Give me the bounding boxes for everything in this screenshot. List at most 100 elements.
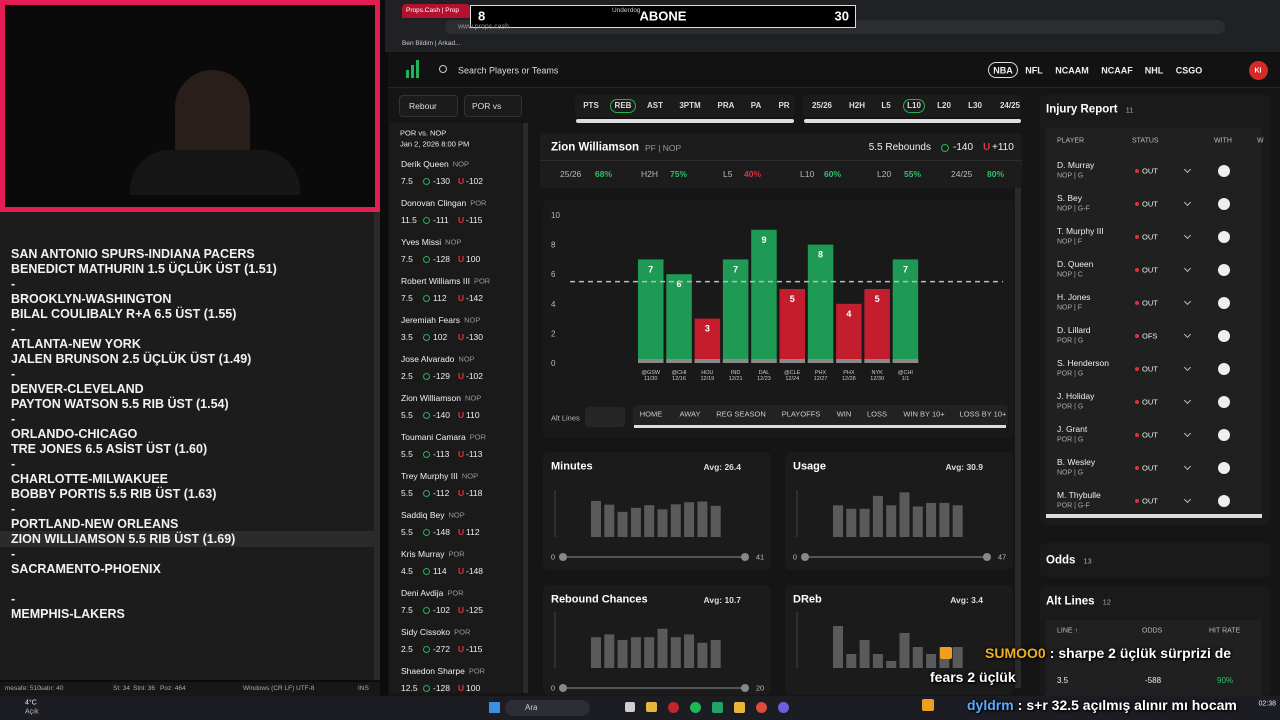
add-button[interactable]: [1218, 297, 1230, 309]
range-tab[interactable]: L20: [937, 101, 951, 110]
player-name[interactable]: Derik Queen: [401, 158, 449, 169]
league-link[interactable]: NCAAM: [1055, 65, 1089, 76]
add-button[interactable]: [1218, 264, 1230, 276]
range-tab[interactable]: 25/26: [811, 101, 833, 110]
search-input[interactable]: Search Players or Teams: [458, 65, 559, 76]
game-filter[interactable]: WIN: [836, 409, 852, 419]
league-link[interactable]: NFL: [1025, 65, 1043, 76]
over-icon: [941, 144, 949, 152]
search-placeholder[interactable]: Ara: [525, 703, 538, 712]
player-name[interactable]: Kris Murray: [401, 548, 445, 559]
range-tab[interactable]: L5: [881, 101, 891, 110]
under-odds: -102: [466, 370, 484, 381]
player-team: POR: [447, 588, 464, 598]
over-icon: [423, 333, 430, 341]
stat-tab[interactable]: AST: [647, 101, 663, 110]
player-name[interactable]: Jose Alvarado: [401, 353, 455, 364]
slider-thumb[interactable]: [741, 684, 749, 692]
player-name[interactable]: Trey Murphy III: [401, 470, 458, 481]
slider-thumb[interactable]: [559, 684, 567, 692]
add-button[interactable]: [1218, 363, 1230, 375]
add-button[interactable]: [1218, 462, 1230, 474]
table-scroll: [1046, 514, 1262, 518]
stat-tab[interactable]: PTS: [583, 101, 599, 110]
panel-count: 13: [1083, 556, 1092, 566]
stat-tab[interactable]: 3PTM: [679, 101, 701, 110]
active-tab[interactable]: [402, 4, 470, 18]
league-link[interactable]: NHL: [1144, 65, 1164, 76]
taskbar-icon[interactable]: [668, 702, 679, 713]
stat-tab[interactable]: PA: [750, 101, 762, 110]
range-tab[interactable]: H2H: [848, 101, 866, 110]
range-tab[interactable]: L10: [907, 101, 921, 110]
bookmark[interactable]: Ben Bildim | Arkad...: [402, 39, 461, 47]
filter-value[interactable]: Rebour: [409, 100, 437, 111]
add-button[interactable]: [1218, 231, 1230, 243]
player-name[interactable]: Toumani Camara: [401, 431, 466, 442]
add-button[interactable]: [1218, 429, 1230, 441]
player-name[interactable]: Robert Williams III: [401, 275, 470, 286]
game-filter[interactable]: LOSS: [866, 409, 888, 419]
player-name: Zion Williamson: [551, 141, 640, 154]
add-button[interactable]: [1218, 495, 1230, 507]
injury-team: NOP | F: [1057, 238, 1083, 246]
game-filter[interactable]: WIN BY 10+: [903, 409, 945, 419]
player-name[interactable]: Zion Williamson: [401, 392, 461, 403]
slider-thumb[interactable]: [801, 553, 809, 561]
tab-title[interactable]: Underdog: [612, 6, 641, 14]
search-icon[interactable]: [439, 65, 447, 73]
alt-line-cell: -588: [1145, 676, 1162, 685]
filter-select[interactable]: [399, 95, 458, 117]
avatar[interactable]: [1249, 61, 1268, 80]
league-link[interactable]: NCAAF: [1101, 65, 1133, 76]
add-button[interactable]: [1218, 330, 1230, 342]
slider-thumb[interactable]: [983, 553, 991, 561]
slider-max: 20: [755, 683, 765, 693]
player-name[interactable]: Donovan Clingan: [401, 197, 467, 208]
add-button[interactable]: [1218, 198, 1230, 210]
slider-thumb[interactable]: [741, 553, 749, 561]
alt-line-stepper[interactable]: [585, 407, 625, 427]
player-name[interactable]: Jeremiah Fears: [401, 314, 461, 325]
slider-thumb[interactable]: [559, 553, 567, 561]
league-link[interactable]: CSGO: [1175, 65, 1203, 76]
player-name[interactable]: Sidy Cissoko: [401, 626, 451, 637]
taskbar-icon[interactable]: [690, 702, 701, 713]
stat-tab[interactable]: REB: [614, 101, 632, 110]
game-filter[interactable]: PLAYOFFS: [781, 409, 821, 419]
chat-message: sharpe 2 üçlük sürprizi de: [1058, 645, 1232, 661]
under-odds: -142: [466, 292, 484, 303]
taskbar-icon[interactable]: [625, 702, 635, 712]
filter-value[interactable]: POR vs: [472, 100, 502, 111]
player-name[interactable]: Deni Avdija: [401, 587, 444, 598]
scrollbar: [374, 212, 380, 680]
player-name[interactable]: Yves Missi: [401, 236, 442, 247]
game-filter[interactable]: LOSS BY 10+: [959, 409, 1007, 419]
taskbar-icon[interactable]: [756, 702, 767, 713]
tab-title[interactable]: Props.Cash | Prop: [406, 6, 459, 14]
column-header: HIT RATE: [1209, 627, 1241, 635]
game-filter[interactable]: AWAY: [679, 409, 701, 419]
taskbar-icon[interactable]: [778, 702, 789, 713]
player-name[interactable]: Shaedon Sharpe: [401, 665, 465, 676]
taskbar-icon[interactable]: [646, 702, 657, 712]
stat-tab[interactable]: PRA: [717, 101, 735, 110]
stat-tab[interactable]: PR: [778, 101, 790, 110]
filter-select[interactable]: [464, 95, 522, 117]
game-filter[interactable]: REG SEASON: [716, 409, 766, 419]
start-button[interactable]: [489, 702, 500, 713]
separator: -: [11, 366, 16, 381]
taskbar-search[interactable]: [505, 700, 590, 716]
over-odds: -140: [953, 142, 974, 153]
slider-min: 0: [550, 683, 556, 693]
range-tab[interactable]: L30: [968, 101, 982, 110]
league-link[interactable]: NBA: [993, 65, 1013, 76]
game-filter[interactable]: HOME: [639, 409, 663, 419]
taskbar-icon[interactable]: [734, 702, 745, 713]
prop-line: 5.5 Rebounds: [868, 142, 931, 153]
add-button[interactable]: [1218, 396, 1230, 408]
add-button[interactable]: [1218, 165, 1230, 177]
taskbar-icon[interactable]: [712, 702, 723, 713]
player-name[interactable]: Saddiq Bey: [401, 509, 445, 520]
range-tab[interactable]: 24/25: [999, 101, 1021, 110]
